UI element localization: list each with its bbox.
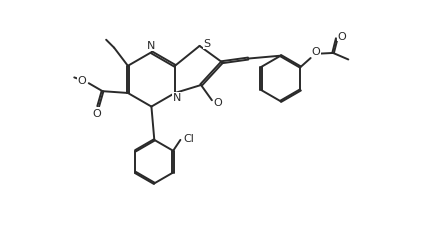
Text: O: O	[312, 47, 320, 56]
Text: O: O	[337, 32, 346, 41]
Text: O: O	[92, 108, 101, 118]
Text: N: N	[147, 41, 155, 51]
Text: O: O	[213, 97, 222, 107]
Text: O: O	[78, 75, 86, 85]
Text: N: N	[173, 93, 181, 103]
Text: Cl: Cl	[183, 133, 194, 143]
Text: S: S	[203, 39, 210, 49]
